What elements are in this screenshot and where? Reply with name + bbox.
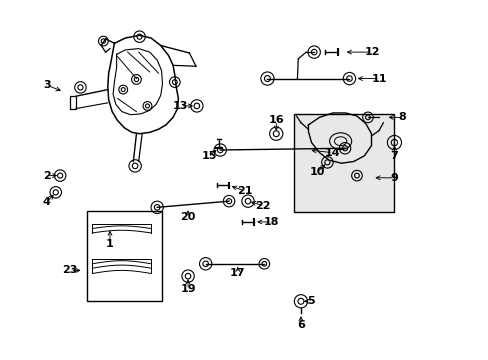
Text: 21: 21 xyxy=(236,186,252,196)
Text: 15: 15 xyxy=(201,151,217,161)
Bar xyxy=(293,114,394,212)
Text: 13: 13 xyxy=(173,101,188,111)
Text: 11: 11 xyxy=(370,73,386,84)
Text: 17: 17 xyxy=(230,269,245,279)
Text: 6: 6 xyxy=(296,320,304,330)
Text: 14: 14 xyxy=(324,148,340,158)
Text: 7: 7 xyxy=(390,151,398,161)
Text: 3: 3 xyxy=(43,80,51,90)
Text: 18: 18 xyxy=(264,217,279,227)
Text: 2: 2 xyxy=(43,171,51,181)
Text: 1: 1 xyxy=(106,239,114,249)
Text: 12: 12 xyxy=(364,47,379,57)
Text: 16: 16 xyxy=(268,116,284,126)
Bar xyxy=(86,211,162,301)
Text: 5: 5 xyxy=(306,296,314,306)
Text: 10: 10 xyxy=(309,167,325,177)
Text: 9: 9 xyxy=(390,173,398,183)
Text: 19: 19 xyxy=(180,284,196,294)
Text: 22: 22 xyxy=(255,201,270,211)
Text: 20: 20 xyxy=(180,212,195,222)
Text: 23: 23 xyxy=(62,265,78,275)
Text: 4: 4 xyxy=(43,197,51,207)
Text: 8: 8 xyxy=(398,112,406,122)
